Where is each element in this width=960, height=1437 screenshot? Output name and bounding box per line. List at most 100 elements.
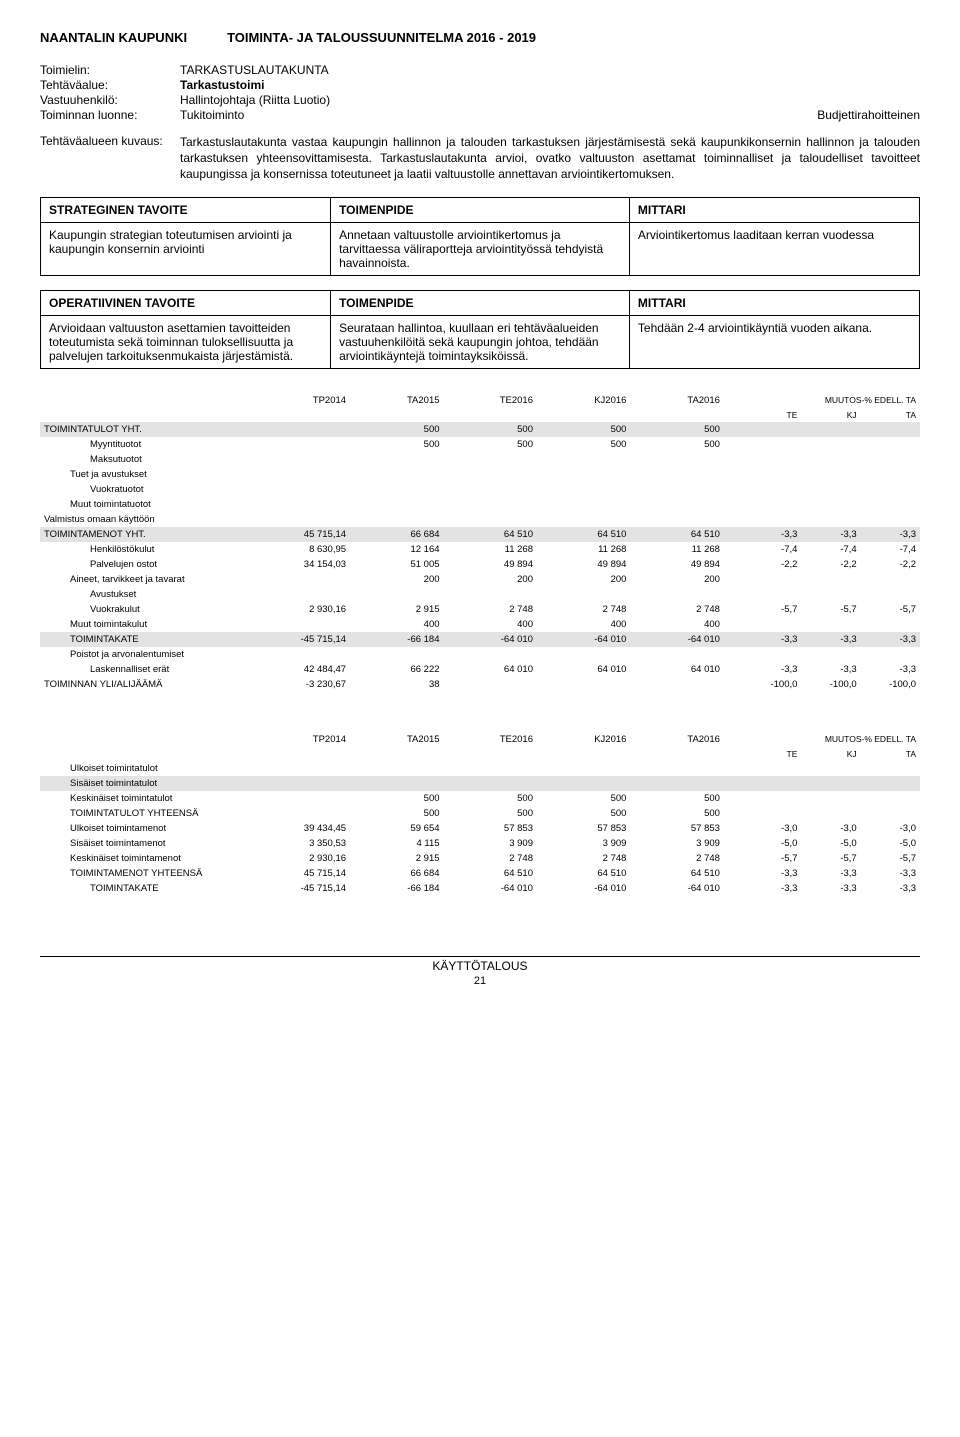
fin-cell [444, 677, 537, 692]
fin-row: Vuokratuotot [40, 482, 920, 497]
fin-pct-cell: -5,0 [742, 836, 801, 851]
fin-cell: -64 010 [444, 632, 537, 647]
fin-cell: 64 510 [537, 866, 630, 881]
fin-cell: 59 654 [350, 821, 443, 836]
fin-cell [444, 512, 537, 527]
fin-cell: 64 510 [630, 866, 723, 881]
fin-cell: 8 630,95 [257, 542, 350, 557]
fin-pct-cell: -5,7 [861, 602, 920, 617]
fin-cell [537, 776, 630, 791]
fin-pct-cell: -3,3 [742, 632, 801, 647]
fin-muutos-header: MUUTOS-% EDELL. TA [742, 393, 920, 408]
fin-pct-cell [861, 806, 920, 821]
fin-row: Laskennalliset erät42 484,4766 22264 010… [40, 662, 920, 677]
fin-pct-cell [742, 806, 801, 821]
fin-cell [537, 452, 630, 467]
fin-row: Muut toimintakulut400400400400 [40, 617, 920, 632]
financial-table-2: TP2014TA2015TE2016KJ2016TA2016MUUTOS-% E… [40, 732, 920, 896]
fin-cell: 2 915 [350, 602, 443, 617]
meta-value: Tukitoiminto [180, 108, 817, 122]
fin-cell: -66 184 [350, 881, 443, 896]
fin-cell: 200 [537, 572, 630, 587]
fin-cell: 2 748 [630, 602, 723, 617]
fin-row-label: Valmistus omaan käyttöön [40, 512, 257, 527]
fin-muutos-sub: TE [742, 747, 801, 761]
fin-cell [257, 587, 350, 602]
fin-cell: 3 909 [537, 836, 630, 851]
fin-pct-cell [742, 587, 801, 602]
fin-cell: 500 [350, 422, 443, 437]
fin-cell: 500 [350, 806, 443, 821]
fin-cell: 45 715,14 [257, 866, 350, 881]
fin-cell: 500 [444, 791, 537, 806]
operative-c3: Tehdään 2-4 arviointikäyntiä vuoden aika… [629, 315, 919, 368]
fin-cell: 200 [444, 572, 537, 587]
fin-pct-cell: -7,4 [742, 542, 801, 557]
fin-cell: 500 [630, 422, 723, 437]
fin-cell: 66 222 [350, 662, 443, 677]
fin-muutos-sub: KJ [801, 408, 860, 422]
fin-cell: 64 010 [630, 662, 723, 677]
fin-pct-cell [861, 791, 920, 806]
fin-pct-cell: -3,3 [861, 662, 920, 677]
fin-row: Myyntituotot500500500500 [40, 437, 920, 452]
fin-row: TOIMINTAMENOT YHTEENSÄ45 715,1466 68464 … [40, 866, 920, 881]
fin-cell: 42 484,47 [257, 662, 350, 677]
org-name: NAANTALIN KAUPUNKI [40, 30, 187, 45]
fin-cell [537, 587, 630, 602]
fin-cell: -64 010 [537, 632, 630, 647]
fin-cell [630, 482, 723, 497]
fin-cell [350, 452, 443, 467]
fin-row: Ulkoiset toimintatulot [40, 761, 920, 776]
fin-cell: -64 010 [444, 881, 537, 896]
fin-row-label: Maksutuotot [40, 452, 257, 467]
fin-row-label: Sisäiset toimintatulot [40, 776, 257, 791]
strategic-goal-table: STRATEGINEN TAVOITE TOIMENPIDE MITTARI K… [40, 197, 920, 276]
operative-goal-table: OPERATIIVINEN TAVOITE TOIMENPIDE MITTARI… [40, 290, 920, 369]
meta-label: Toimielin: [40, 63, 180, 77]
fin-cell [537, 482, 630, 497]
fin-cell [444, 467, 537, 482]
meta-label: Vastuuhenkilö: [40, 93, 180, 107]
fin-cell: 400 [630, 617, 723, 632]
fin-pct-cell: -3,3 [861, 632, 920, 647]
fin-cell [350, 497, 443, 512]
fin-pct-cell [742, 422, 801, 437]
fin-row-label: Tuet ja avustukset [40, 467, 257, 482]
fin-cell [257, 437, 350, 452]
fin-cell [257, 647, 350, 662]
strategic-h3: MITTARI [629, 197, 919, 222]
fin-cell: 500 [630, 437, 723, 452]
fin-cell: 500 [350, 791, 443, 806]
fin-row-label: Ulkoiset toimintatulot [40, 761, 257, 776]
fin-cell [257, 452, 350, 467]
fin-pct-cell [801, 776, 860, 791]
fin-pct-cell [742, 437, 801, 452]
fin-cell [537, 647, 630, 662]
fin-pct-cell [742, 482, 801, 497]
fin-row: Poistot ja arvonalentumiset [40, 647, 920, 662]
description-label: Tehtäväalueen kuvaus: [40, 134, 180, 183]
fin-cell [350, 647, 443, 662]
fin-cell [537, 497, 630, 512]
fin-cell: 11 268 [444, 542, 537, 557]
fin-pct-cell [861, 512, 920, 527]
fin-cell [350, 776, 443, 791]
strategic-c3: Arviointikertomus laaditaan kerran vuode… [629, 222, 919, 275]
fin-cell: 500 [444, 437, 537, 452]
fin-row: Henkilöstökulut8 630,9512 16411 26811 26… [40, 542, 920, 557]
fin-row: Avustukset [40, 587, 920, 602]
fin-cell: 11 268 [537, 542, 630, 557]
fin-cell [537, 677, 630, 692]
fin-pct-cell [742, 617, 801, 632]
fin-cell: -45 715,14 [257, 632, 350, 647]
fin-cell: -66 184 [350, 632, 443, 647]
fin-cell: 64 010 [537, 662, 630, 677]
fin-row-label: Keskinäiset toimintamenot [40, 851, 257, 866]
fin-cell [630, 647, 723, 662]
fin-pct-cell: -3,0 [801, 821, 860, 836]
fin-col-header: KJ2016 [537, 393, 630, 408]
fin-row: Maksutuotot [40, 452, 920, 467]
fin-pct-cell: -5,7 [861, 851, 920, 866]
fin-pct-cell: -3,3 [861, 527, 920, 542]
